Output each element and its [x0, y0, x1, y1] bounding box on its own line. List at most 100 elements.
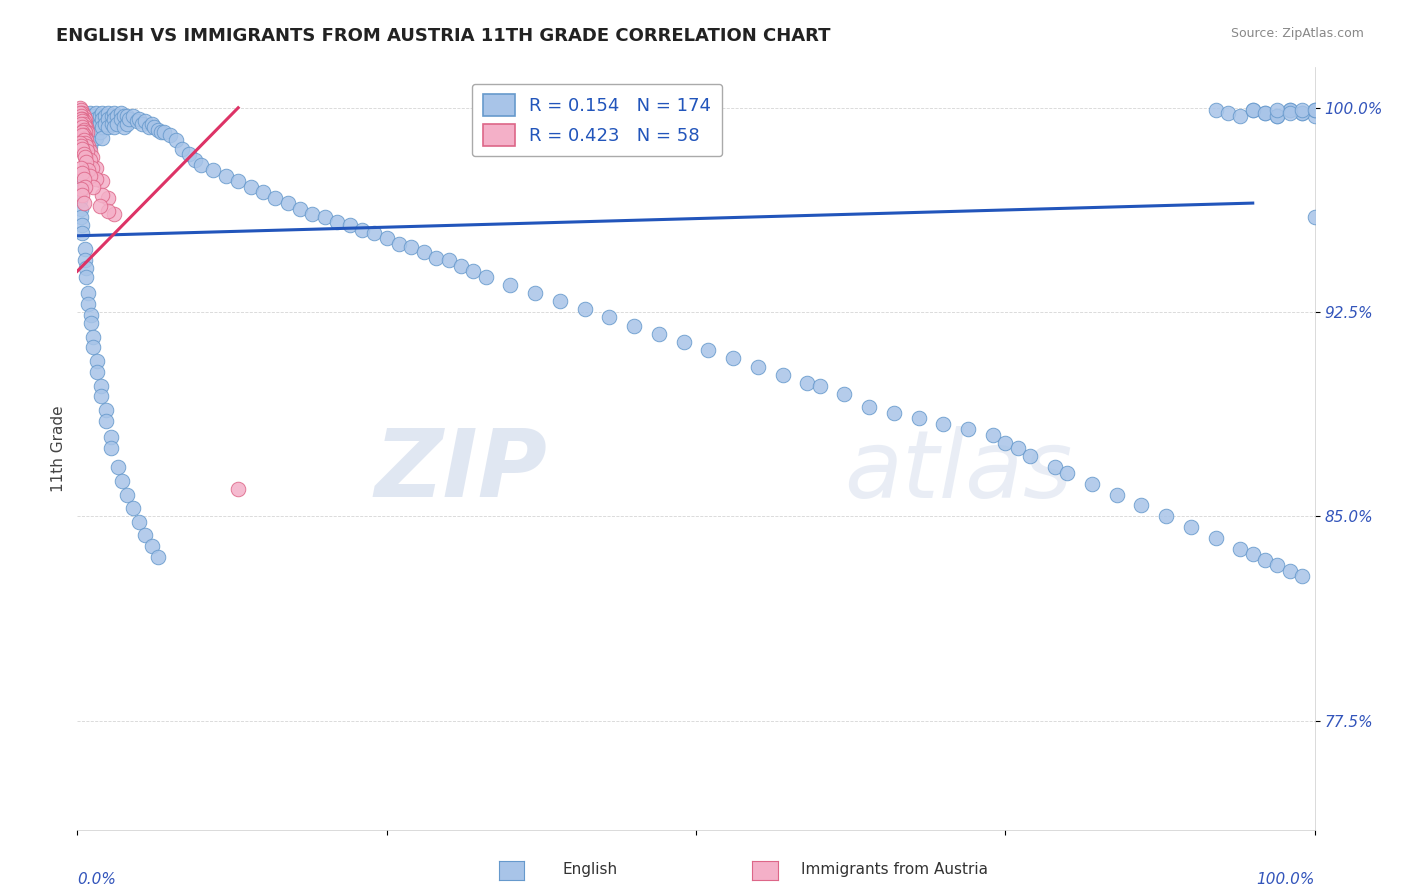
Point — [75, 120, 97, 134]
Point — [77, 163, 100, 178]
Point — [107, 460, 129, 475]
Point — [72, 117, 94, 131]
Point — [72, 133, 94, 147]
Point — [70, 103, 93, 118]
Point — [128, 112, 150, 126]
Point — [143, 120, 166, 134]
Point — [363, 226, 385, 240]
Point — [125, 114, 148, 128]
Point — [72, 114, 94, 128]
Point — [834, 386, 856, 401]
Point — [1291, 106, 1313, 120]
Point — [1291, 103, 1313, 118]
Legend: R = 0.154   N = 174, R = 0.423   N = 58: R = 0.154 N = 174, R = 0.423 N = 58 — [471, 84, 723, 156]
Point — [808, 378, 831, 392]
Point — [883, 406, 905, 420]
Point — [86, 365, 108, 379]
Point — [97, 204, 120, 219]
Point — [73, 150, 96, 164]
Point — [67, 169, 90, 183]
Point — [110, 106, 132, 120]
Point — [72, 147, 94, 161]
Point — [131, 117, 153, 131]
Point — [1241, 548, 1264, 562]
Point — [326, 215, 349, 229]
Point — [103, 112, 125, 126]
Text: ENGLISH VS IMMIGRANTS FROM AUSTRIA 11TH GRADE CORRELATION CHART: ENGLISH VS IMMIGRANTS FROM AUSTRIA 11TH … — [56, 27, 831, 45]
Point — [1105, 487, 1128, 501]
Point — [1303, 103, 1326, 118]
Point — [91, 188, 114, 202]
Point — [474, 269, 496, 284]
Point — [72, 106, 94, 120]
Point — [94, 403, 117, 417]
Point — [350, 223, 373, 237]
Point — [82, 161, 104, 175]
Point — [70, 139, 93, 153]
Point — [86, 354, 108, 368]
Point — [721, 351, 744, 366]
Point — [122, 501, 145, 516]
Point — [1229, 109, 1251, 123]
Point — [76, 125, 98, 139]
Text: 0.0%: 0.0% — [77, 871, 117, 887]
Point — [72, 188, 94, 202]
Point — [72, 122, 94, 136]
Point — [82, 109, 104, 123]
Point — [90, 389, 112, 403]
Point — [91, 130, 114, 145]
Point — [981, 427, 1004, 442]
Point — [1303, 103, 1326, 118]
Point — [524, 285, 547, 300]
Point — [72, 133, 94, 147]
Point — [84, 112, 107, 126]
Point — [82, 329, 104, 343]
Point — [146, 122, 169, 136]
Point — [226, 482, 249, 496]
Point — [772, 368, 794, 382]
Point — [97, 191, 120, 205]
Text: Immigrants from Austria: Immigrants from Austria — [801, 863, 988, 877]
Point — [1278, 103, 1301, 118]
Point — [75, 269, 97, 284]
Point — [1241, 103, 1264, 118]
Point — [932, 417, 955, 431]
Point — [858, 401, 880, 415]
Point — [72, 114, 94, 128]
Point — [80, 308, 103, 322]
Point — [1254, 106, 1277, 120]
Point — [1205, 103, 1227, 118]
Point — [79, 112, 101, 126]
Point — [697, 343, 720, 358]
Point — [73, 253, 96, 268]
Point — [79, 106, 101, 120]
Point — [84, 130, 107, 145]
Point — [91, 120, 114, 134]
Point — [70, 161, 93, 175]
Point — [79, 128, 101, 142]
Point — [72, 112, 94, 126]
Point — [1267, 109, 1289, 123]
Point — [264, 191, 287, 205]
Text: atlas: atlas — [845, 425, 1073, 516]
Point — [97, 106, 120, 120]
Point — [1241, 103, 1264, 118]
Point — [72, 142, 94, 156]
Point — [77, 139, 100, 153]
Point — [103, 106, 125, 120]
Point — [70, 210, 93, 224]
Point — [97, 112, 120, 126]
Point — [623, 318, 645, 333]
Point — [84, 171, 107, 186]
Point — [288, 202, 311, 216]
Point — [190, 158, 212, 172]
Point — [73, 125, 96, 139]
Point — [91, 106, 114, 120]
Point — [72, 112, 94, 126]
Point — [69, 194, 91, 208]
Point — [84, 120, 107, 134]
Text: Source: ZipAtlas.com: Source: ZipAtlas.com — [1230, 27, 1364, 40]
Point — [112, 120, 135, 134]
Point — [73, 136, 96, 150]
Point — [79, 145, 101, 159]
